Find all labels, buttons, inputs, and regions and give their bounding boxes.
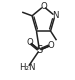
Text: S: S bbox=[36, 45, 43, 55]
Text: O: O bbox=[40, 2, 47, 11]
Text: O: O bbox=[26, 38, 33, 47]
Text: N: N bbox=[52, 11, 58, 20]
Text: O: O bbox=[47, 41, 54, 50]
Text: H₂N: H₂N bbox=[19, 63, 36, 72]
